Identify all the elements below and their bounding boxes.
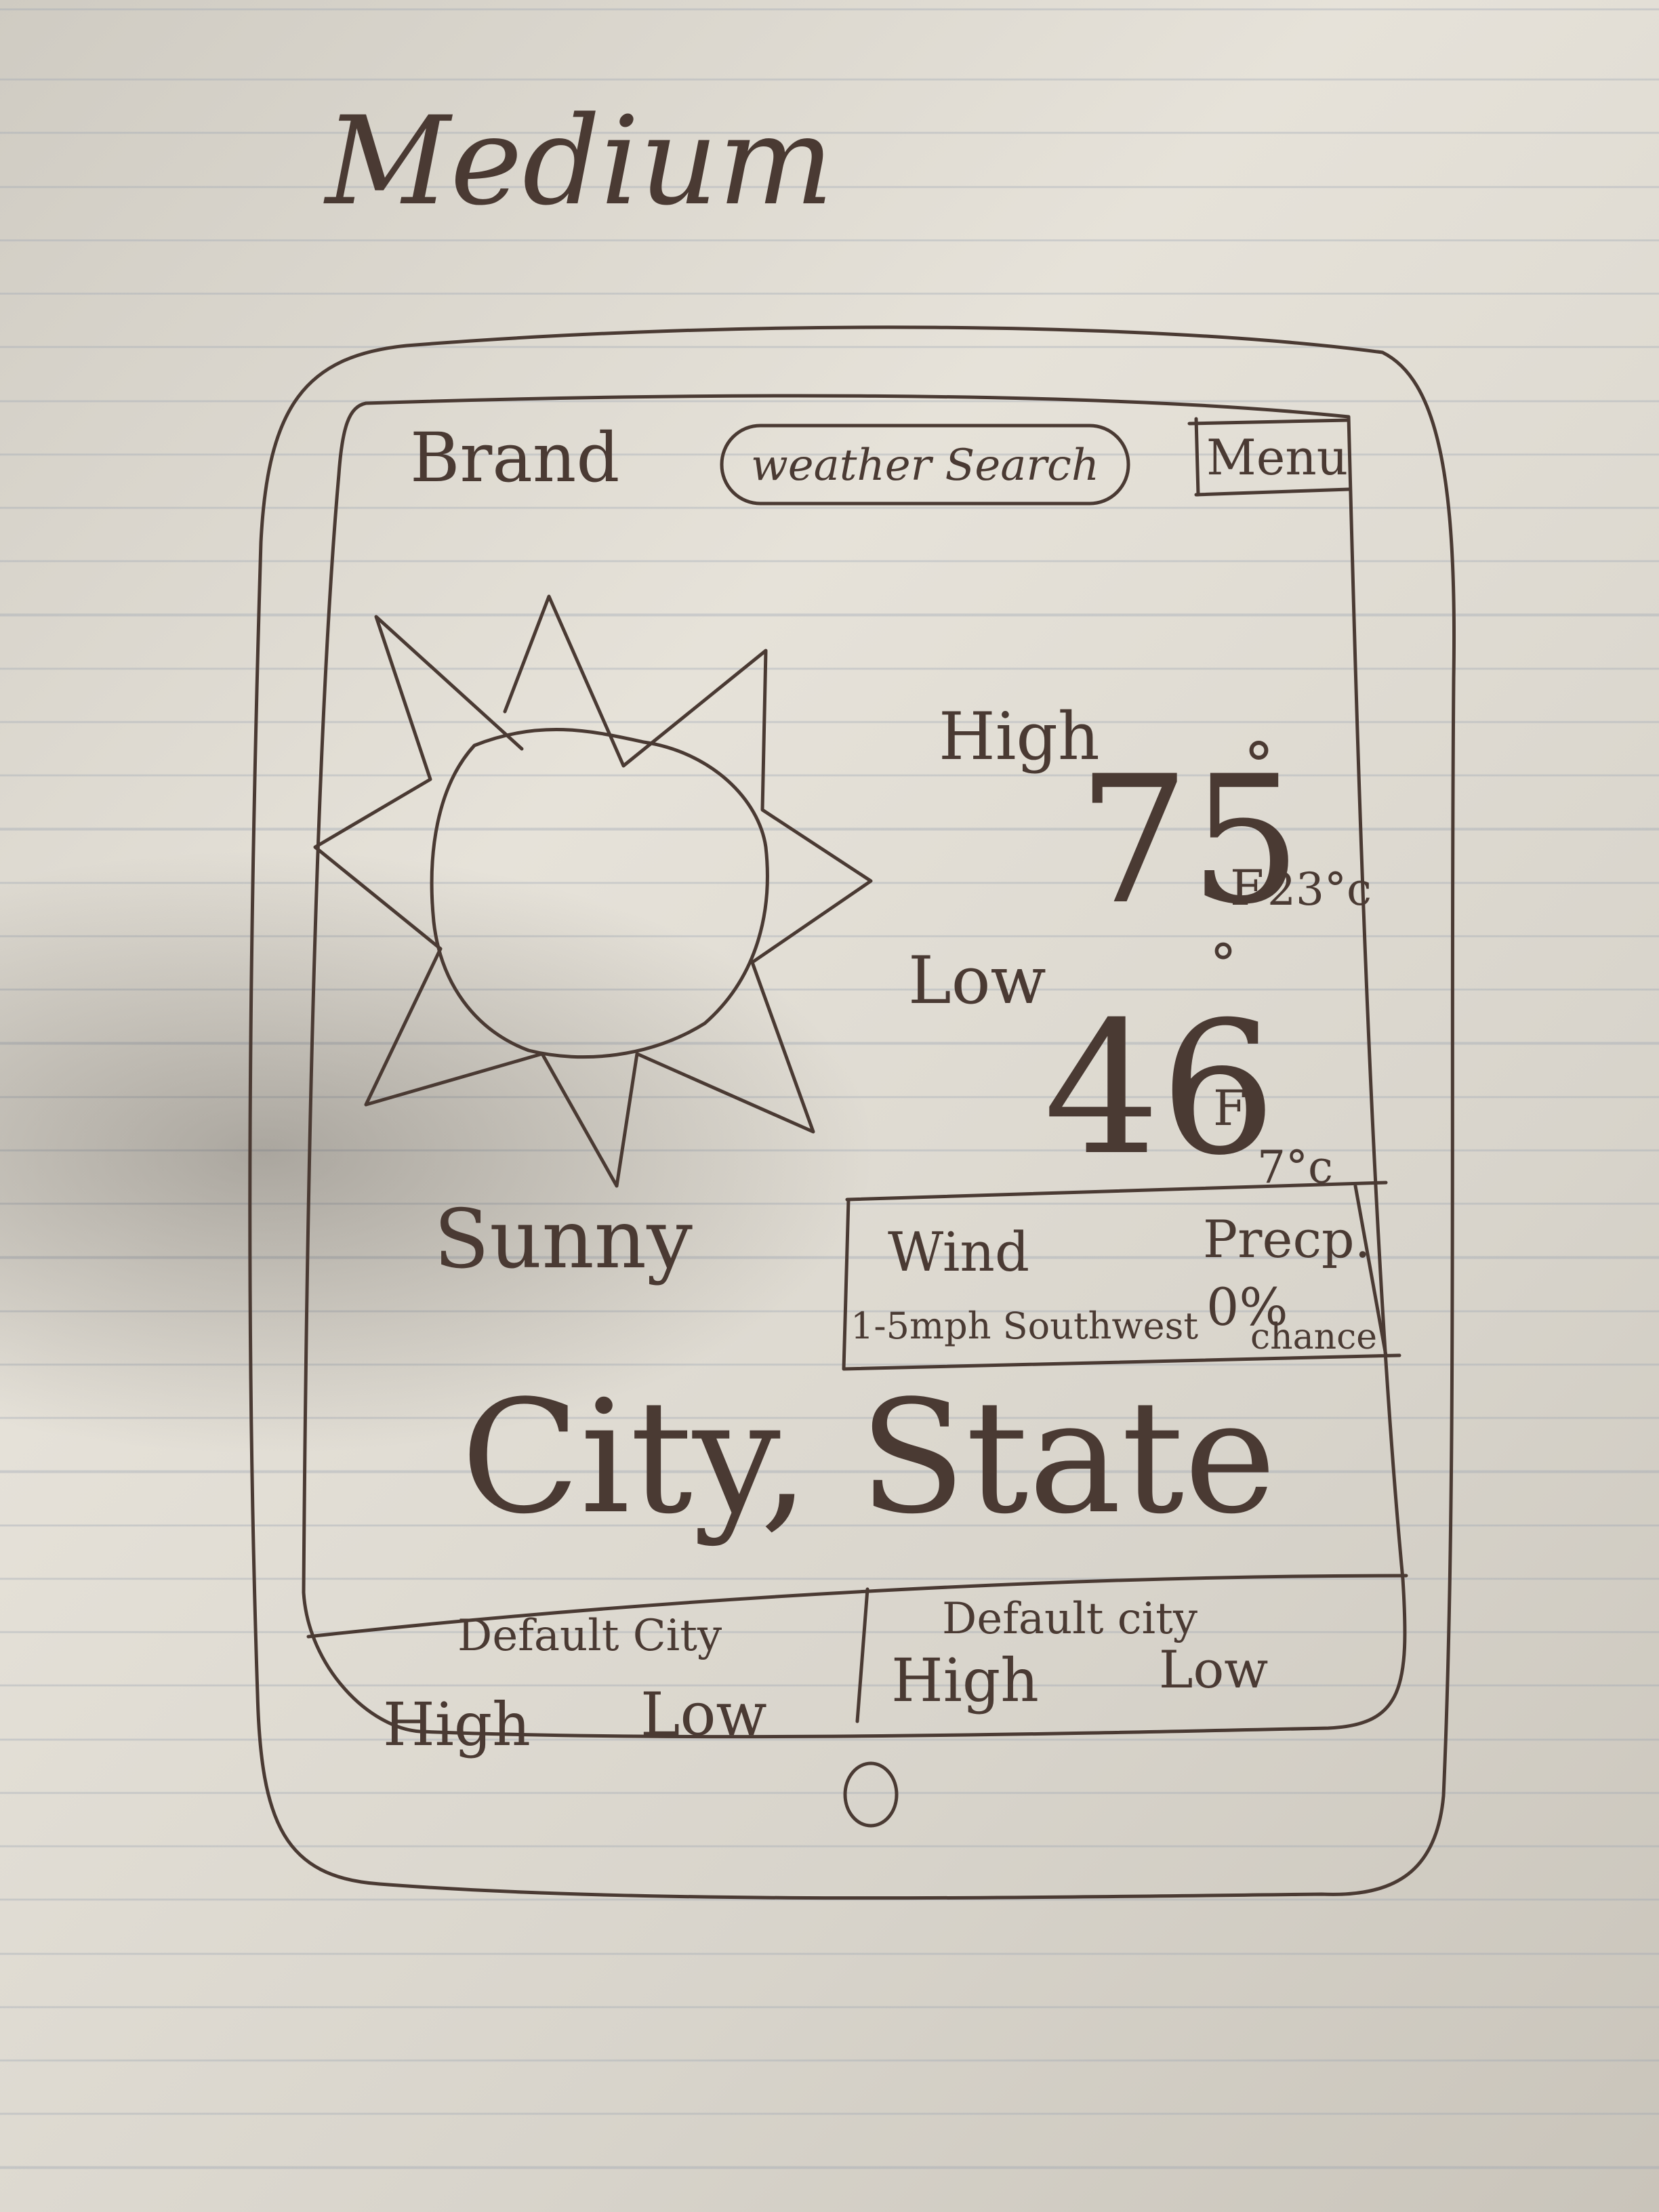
home-button-icon[interactable] [843, 1761, 899, 1828]
default-city-2-low: Low [1159, 1639, 1268, 1700]
screen-frame [302, 394, 1407, 1739]
sun-rays [313, 594, 873, 1188]
default-city-1-low: Low [640, 1679, 767, 1749]
low-label: Low [908, 943, 1046, 1019]
search-label: weather Search [751, 441, 1099, 491]
precip-value: 0% [1206, 1277, 1288, 1337]
location-label: City, State [461, 1368, 1276, 1549]
default-cities-middle-divider [855, 1587, 869, 1723]
low-temp-group: Low 46 ° F 7°c [908, 933, 1333, 1195]
default-city-1-high: High [383, 1689, 531, 1759]
high-label: High [939, 699, 1100, 775]
precip-label: Precp. [1203, 1209, 1371, 1269]
menu-button[interactable]: Menu [1187, 417, 1351, 497]
default-city-2-name: Default city [942, 1594, 1197, 1644]
default-city-1-name: Default City [457, 1611, 722, 1661]
low-temp-value: 46 [1044, 982, 1277, 1195]
details-box-outline [842, 1181, 1401, 1371]
menu-box-outline [1187, 417, 1351, 497]
wind-label: Wind [888, 1221, 1029, 1284]
default-city-card-1[interactable]: Default City High Low [383, 1611, 767, 1759]
low-degree: ° [1210, 933, 1237, 996]
low-unit-f: F [1213, 1080, 1247, 1136]
high-temp-group: High 75 ° F 23°c [939, 699, 1372, 943]
sun-icon [313, 594, 873, 1188]
high-unit-f: F [1230, 859, 1264, 916]
details-box: Wind Precp. 1-5mph Southwest 0% chance [842, 1181, 1401, 1371]
high-temp-celsius: 23°c [1267, 863, 1372, 916]
page-title: Medium [323, 91, 834, 232]
default-city-card-2[interactable]: Default city High Low [891, 1594, 1268, 1715]
default-city-2-high: High [891, 1645, 1039, 1715]
wind-value: 1-5mph Southwest [851, 1305, 1198, 1347]
device-frame [248, 325, 1456, 1900]
high-degree: ° [1244, 730, 1274, 801]
default-cities-top-divider [306, 1574, 1408, 1639]
sun-disc [430, 728, 769, 1059]
high-temp-value: 75 [1078, 739, 1302, 943]
brand-logo[interactable]: Brand [410, 418, 619, 497]
condition-label: Sunny [434, 1193, 693, 1287]
menu-label: Menu [1206, 429, 1348, 486]
weather-search-bar[interactable]: weather Search [720, 424, 1130, 506]
search-pill-outline [720, 424, 1130, 506]
precip-unit: chance [1250, 1317, 1377, 1357]
